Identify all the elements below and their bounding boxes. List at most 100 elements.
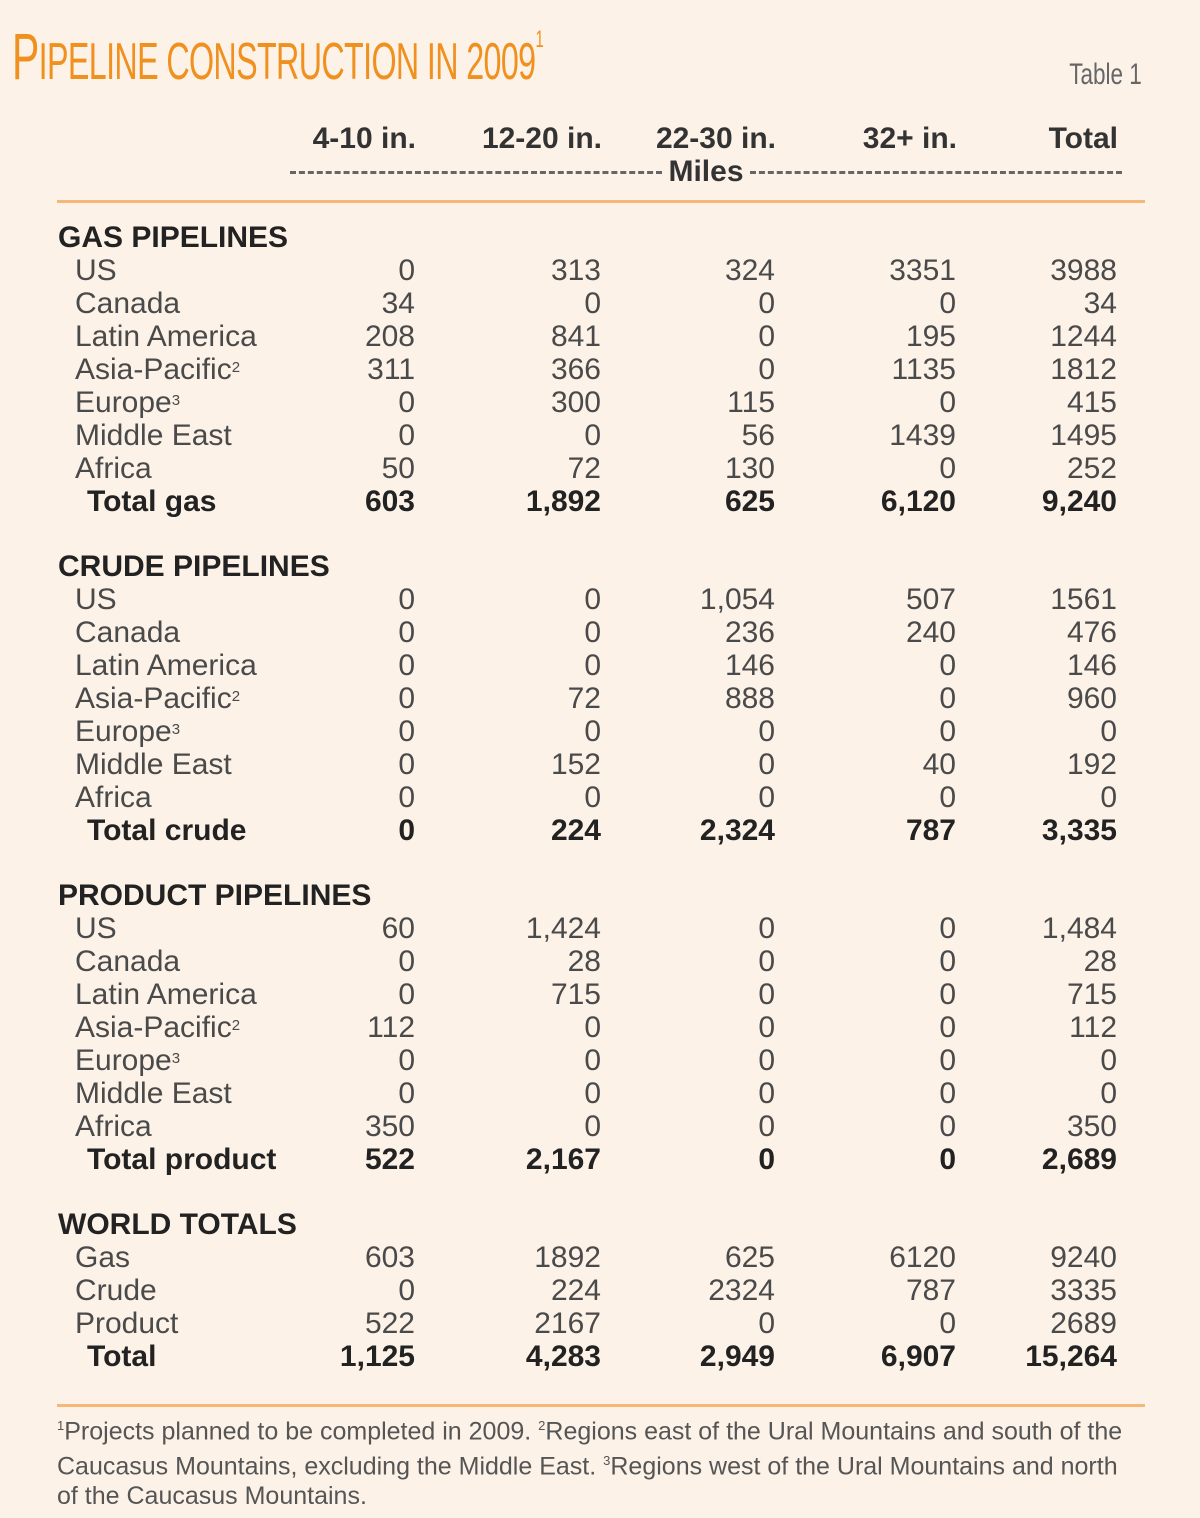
table-cell: 0 (758, 912, 775, 945)
section-title: WORLD TOTALS (58, 1208, 297, 1241)
section-title: GAS PIPELINES (58, 221, 289, 254)
table-cell: 0 (398, 616, 415, 649)
table-cell: 0 (939, 682, 956, 715)
footnote-mark: 2 (231, 1017, 241, 1034)
row-label: US (75, 583, 117, 616)
table-cell: 0 (758, 1044, 775, 1077)
table-cell: 0 (584, 1044, 601, 1077)
footnote-mark: 3 (171, 721, 181, 738)
table-row: Canada 34 0 0 0 34 (0, 287, 1200, 320)
table-row: Latin America 208 841 0 195 1244 (0, 320, 1200, 353)
table-row: Canada 0 0 236 240 476 (0, 616, 1200, 649)
table-cell: 2689 (1050, 1307, 1117, 1340)
total-row: Total 1,125 4,283 2,949 6,907 15,264 (0, 1340, 1200, 1373)
row-label: Middle East (75, 748, 232, 781)
row-label-text: Africa (75, 781, 152, 814)
table-cell: 787 (905, 1274, 956, 1307)
table-cell: 236 (724, 616, 775, 649)
row-label-text: Latin America (75, 978, 257, 1011)
divider (57, 200, 1145, 203)
title-footnote-mark: 1 (535, 26, 544, 53)
table-cell: 6,120 (880, 485, 956, 518)
row-label-text: Gas (75, 1241, 131, 1274)
table-cell: 0 (758, 748, 775, 781)
footnote: Regions east of the Ural Mountains and s… (57, 1417, 1123, 1481)
row-label-text: Europe (75, 1044, 172, 1077)
table-cell: 60 (381, 912, 415, 945)
table-cell: 0 (584, 1011, 601, 1044)
table-row: Middle East 0 0 0 0 0 (0, 1077, 1200, 1110)
table-cell: 0 (584, 616, 601, 649)
table-cell: 50 (381, 452, 415, 485)
table-cell: 0 (939, 715, 956, 748)
row-label: Asia-Pacific2 (75, 1011, 240, 1044)
table-cell: 208 (364, 320, 415, 353)
table-row: US 0 313 324 3351 3988 (0, 254, 1200, 287)
table-row: Europe3 0 0 0 0 0 (0, 1044, 1200, 1077)
table-row: Crude 0 224 2324 787 3335 (0, 1274, 1200, 1307)
table-cell: 0 (939, 386, 956, 419)
table-cell: 841 (550, 320, 601, 353)
table-cell: 0 (939, 287, 956, 320)
table-cell: 224 (550, 1274, 601, 1307)
table-cell: 2,949 (699, 1340, 775, 1373)
table-cell: 0 (939, 912, 956, 945)
table-cell: 4,283 (525, 1340, 601, 1373)
table-cell: 324 (724, 254, 775, 287)
table-cell: 311 (367, 353, 415, 386)
table-cell: 1,424 (525, 912, 601, 945)
table-cell: 603 (364, 1241, 415, 1274)
row-label-text: Middle East (75, 419, 232, 452)
table-cell: 415 (1066, 386, 1117, 419)
footnote: Projects planned to be completed in 2009… (64, 1417, 539, 1446)
table-cell: 0 (1100, 1077, 1117, 1110)
table-cell: 2,689 (1041, 1143, 1117, 1176)
divider (57, 1404, 1145, 1407)
total-row: Total gas 603 1,892 625 6,120 9,240 (0, 485, 1200, 518)
footnote-mark: 1 (57, 1418, 65, 1433)
column-header: 4-10 in. (312, 122, 416, 155)
row-label: Canada (75, 287, 180, 320)
row-label: US (75, 912, 117, 945)
table-row: Africa 50 72 130 0 252 (0, 452, 1200, 485)
row-label-text: US (75, 583, 117, 616)
table-cell: 625 (724, 485, 775, 518)
row-label: Canada (75, 616, 180, 649)
table-cell: 0 (398, 814, 415, 847)
table-cell: 252 (1066, 452, 1117, 485)
title-initial: P (12, 19, 39, 93)
table-cell: 715 (550, 978, 601, 1011)
table-cell: 0 (939, 781, 956, 814)
table-cell: 0 (398, 386, 415, 419)
section-header: WORLD TOTALS (0, 1208, 1200, 1241)
table-cell: 0 (1100, 715, 1117, 748)
footnote-mark: 3 (603, 1453, 611, 1469)
table-cell: 522 (364, 1143, 415, 1176)
row-label: US (75, 254, 117, 287)
table-row: Canada 0 28 0 0 28 (0, 945, 1200, 978)
table-cell: 2,167 (525, 1143, 601, 1176)
table-cell: 1812 (1050, 353, 1117, 386)
table-cell: 240 (905, 616, 956, 649)
table-cell: 0 (584, 649, 601, 682)
table-cell: 0 (398, 1274, 415, 1307)
table-row: Product 522 2167 0 0 2689 (0, 1307, 1200, 1340)
column-header: 12-20 in. (481, 122, 602, 155)
row-label-text: Middle East (75, 1077, 232, 1110)
title-text: IPELINE CONSTRUCTION IN 2009 (38, 33, 536, 91)
table-cell: 350 (364, 1110, 415, 1143)
table-row: Latin America 0 0 146 0 146 (0, 649, 1200, 682)
table-cell: 366 (550, 353, 601, 386)
row-label: Total (87, 1340, 157, 1373)
table-cell: 0 (758, 1143, 775, 1176)
table-cell: 888 (724, 682, 775, 715)
row-label: Product (75, 1307, 178, 1340)
row-label-text: Asia-Pacific (75, 682, 232, 715)
row-label-text: Canada (75, 945, 181, 978)
unit-text: Miles (668, 155, 744, 188)
total-row: Total crude 0 224 2,324 787 3,335 (0, 814, 1200, 847)
row-label-text: Canada (75, 287, 181, 320)
table-cell: 0 (939, 1110, 956, 1143)
table-cell: 1892 (534, 1241, 601, 1274)
table-cell: 224 (550, 814, 601, 847)
